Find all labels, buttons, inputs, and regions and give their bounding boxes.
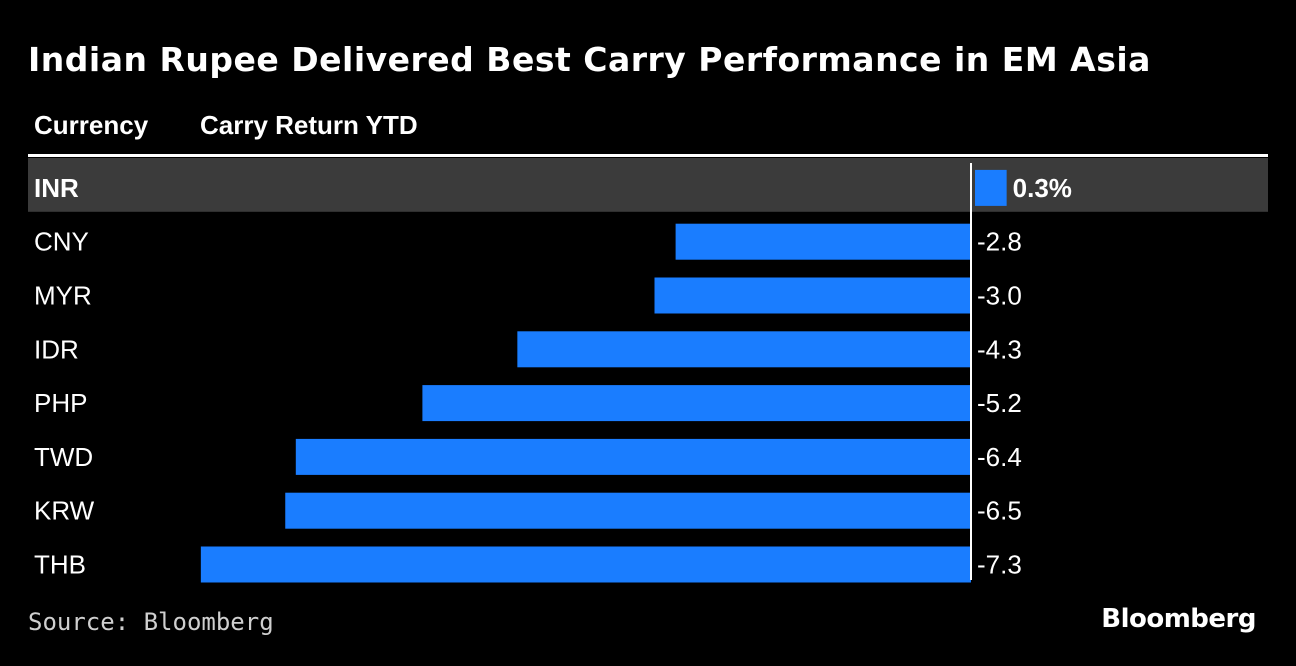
highlight-row-inr <box>28 158 1268 212</box>
value-label-myr: -3.0 <box>977 281 1022 311</box>
value-label-php: -5.2 <box>977 388 1022 418</box>
value-label-twd: -6.4 <box>977 442 1022 472</box>
chart-title: Indian Rupee Delivered Best Carry Perfor… <box>28 40 1151 79</box>
bar-php <box>422 385 971 422</box>
category-label-cny: CNY <box>34 227 89 257</box>
category-label-idr: IDR <box>34 334 79 364</box>
bar-cny <box>675 223 971 260</box>
bar-inr <box>975 169 1007 206</box>
bar-idr <box>517 331 971 368</box>
value-label-inr: 0.3% <box>1013 173 1072 203</box>
category-label-krw: KRW <box>34 496 95 526</box>
category-label-php: PHP <box>34 388 87 418</box>
bar-krw <box>285 492 971 529</box>
value-label-idr: -4.3 <box>977 334 1022 364</box>
value-label-krw: -6.5 <box>977 496 1022 526</box>
bar-twd <box>295 438 971 475</box>
category-label-myr: MYR <box>34 281 92 311</box>
column-header-carry-return: Carry Return YTD <box>200 110 418 140</box>
bar-thb <box>200 546 972 583</box>
category-label-inr: INR <box>34 173 79 203</box>
header-rule <box>28 154 1268 157</box>
value-label-thb: -7.3 <box>977 550 1022 580</box>
source-note: Source: Bloomberg <box>28 608 274 636</box>
category-label-thb: THB <box>34 550 86 580</box>
column-header-currency: Currency <box>34 110 149 140</box>
bar-myr <box>654 277 971 314</box>
category-label-twd: TWD <box>34 442 93 472</box>
bloomberg-logo: Bloomberg <box>1101 604 1256 634</box>
value-label-cny: -2.8 <box>977 227 1022 257</box>
